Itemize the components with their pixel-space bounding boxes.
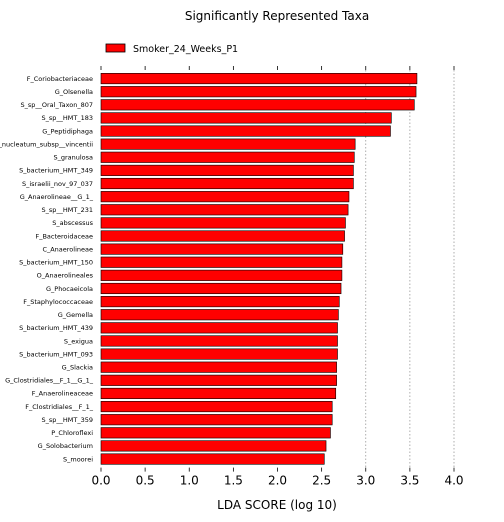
- bar: [100, 86, 417, 98]
- x-tick-label: 3.5: [400, 474, 419, 488]
- bar: [100, 269, 343, 281]
- y-tick-label: F_Clostridiales__F_1_: [25, 403, 93, 411]
- y-tick-label: F_Bacteroidaceae: [35, 232, 93, 240]
- legend-label: Smoker_24_Weeks_P1: [133, 44, 238, 55]
- bar: [100, 296, 340, 308]
- y-tick-label: G_Slackia: [62, 364, 93, 372]
- y-tick-label: S_abscessus: [52, 219, 93, 227]
- y-tick-label: G_Solobacterium: [38, 442, 93, 450]
- bar: [100, 256, 343, 268]
- y-tick-label: C_Anaerolineae: [42, 245, 93, 253]
- bar: [100, 414, 333, 426]
- x-tick-label: 2.0: [268, 474, 287, 488]
- x-tick-label: 4.0: [444, 474, 463, 488]
- bar: [100, 217, 346, 229]
- bar: [100, 191, 350, 203]
- bar: [100, 440, 327, 452]
- bar: [100, 112, 392, 124]
- y-tick-label: S_bacterium_HMT_439: [19, 324, 93, 332]
- y-tick-labels: F_Coriobacteriaceae G_Olsenella S_sp__Oral…: [0, 75, 94, 463]
- bar: [100, 243, 344, 255]
- bar: [100, 177, 354, 190]
- y-tick-label: S_moorei: [63, 455, 93, 463]
- y-tick-label: G_Gemella: [58, 311, 93, 319]
- y-tick-label: S_bacterium_HMT_150: [19, 259, 93, 267]
- legend: Smoker_24_Weeks_P1: [105, 43, 238, 55]
- bar: [100, 374, 337, 386]
- x-axis-label: LDA SCORE (log 10): [217, 498, 337, 512]
- bar: [100, 99, 415, 111]
- bar: [100, 401, 333, 413]
- bar: [100, 335, 338, 347]
- y-tick-label: S_sp__HMT_231: [41, 206, 93, 214]
- x-tick-label: 2.5: [312, 474, 331, 488]
- bar: [100, 427, 331, 439]
- chart-title: Significantly Represented Taxa: [185, 9, 369, 23]
- bar: [100, 230, 345, 242]
- y-tick-label: S_israelii_nov_97_037: [22, 180, 93, 188]
- x-ticks: 0.0 0.5 1.0 1.5 2.0 2.5 3.0 3.5 4.0: [91, 66, 464, 488]
- bars: [100, 73, 418, 465]
- x-tick-label: 1.5: [224, 474, 243, 488]
- x-tick-label: 1.0: [180, 474, 199, 488]
- x-tick-label: 0.0: [91, 474, 110, 488]
- y-tick-label: S_exigua: [64, 337, 93, 345]
- bar: [100, 138, 356, 150]
- x-tick-label: 3.0: [356, 474, 375, 488]
- y-tick-label: P_Chloroflexi: [51, 429, 93, 437]
- y-tick-label: G_Olsenella: [55, 88, 93, 96]
- legend-swatch: [105, 43, 126, 53]
- y-tick-label: F_Anaerolineaceae: [32, 390, 93, 398]
- bar: [100, 164, 354, 176]
- bar: [100, 125, 391, 137]
- bar: [100, 151, 355, 163]
- bar: [100, 73, 418, 85]
- y-tick-label: G_Peptidiphaga: [42, 127, 93, 135]
- y-tick-label: S_bacterium_HMT_093: [19, 350, 93, 358]
- y-tick-label: S_bacterium_HMT_349: [19, 167, 93, 175]
- bar: [100, 282, 342, 295]
- y-tick-label: G_Anaerolineae__G_1_: [20, 193, 94, 201]
- bar: [100, 309, 339, 321]
- y-tick-label: O_Anaerolineales: [37, 272, 94, 280]
- y-tick-label: S_nucleatum_subsp__vincentii: [0, 140, 93, 148]
- y-tick-label: S_sp__HMT_359: [41, 416, 93, 424]
- bar: [100, 453, 325, 465]
- x-tick-label: 0.5: [136, 474, 155, 488]
- y-tick-label: F_Staphylococcaceae: [23, 298, 93, 306]
- bar: [100, 348, 338, 360]
- bar: [100, 387, 337, 399]
- y-tick-label: S_sp__HMT_183: [41, 114, 93, 122]
- y-tick-label: G_Phocaeicola: [46, 285, 93, 293]
- bar: [100, 361, 337, 373]
- y-tick-label: S_granulosa: [53, 154, 93, 162]
- y-tick-label: G_Clostridiales__F_1__G_1_: [5, 377, 94, 385]
- bar: [100, 322, 338, 334]
- y-tick-label: S_sp__Oral_Taxon_807: [21, 101, 94, 109]
- bar: [100, 204, 349, 216]
- y-tick-label: F_Coriobacteriaceae: [27, 75, 93, 83]
